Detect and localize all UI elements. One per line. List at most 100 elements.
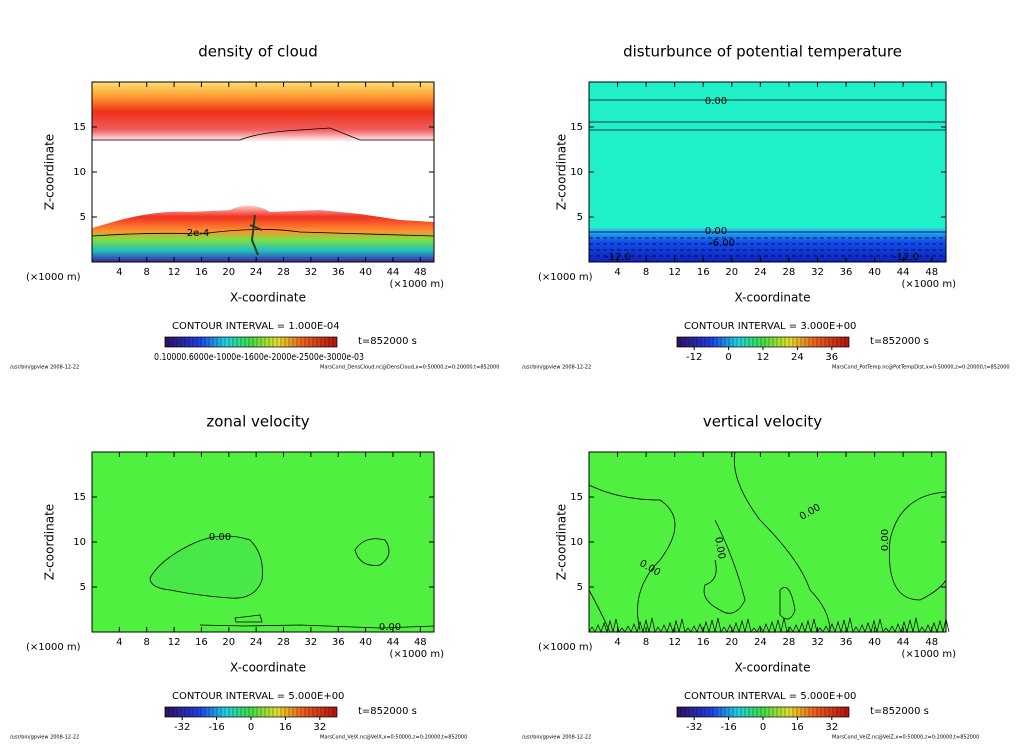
contour-label: 0.00 bbox=[712, 536, 727, 560]
contour-label: -12.0 bbox=[893, 252, 919, 263]
panel-title: vertical velocity bbox=[703, 413, 822, 431]
y-tick-label: 5 bbox=[80, 212, 86, 223]
colorbar-tick-label: -12 bbox=[686, 352, 702, 363]
x-unit: (×1000 m) bbox=[26, 272, 81, 283]
x-tick-label: 36 bbox=[840, 267, 853, 278]
contour-label: -6.00 bbox=[709, 238, 735, 249]
panel-title: density of cloud bbox=[198, 43, 318, 61]
x-tick-label: 12 bbox=[668, 267, 681, 278]
x-unit: (×1000 m) bbox=[26, 642, 81, 653]
y-tick-label: 5 bbox=[577, 582, 583, 593]
contour-label: 0.00 bbox=[379, 622, 401, 633]
y-tick-label: 10 bbox=[73, 167, 86, 178]
y-axis-label: Z-coordinate bbox=[43, 134, 57, 210]
footer-right: MarsCond_VelZ.nc@VelZ,x=0:50000,z=0:2000… bbox=[832, 735, 979, 741]
x-tick-label: 28 bbox=[783, 637, 796, 648]
x-tick-label: 32 bbox=[811, 637, 824, 648]
x-tick-label: 40 bbox=[359, 267, 372, 278]
x-tick-label: 44 bbox=[897, 637, 910, 648]
contour bbox=[91, 229, 435, 237]
x-tick-label: 44 bbox=[897, 267, 910, 278]
x-unit: (×1000 m) bbox=[389, 279, 444, 290]
colorbar-tick-label: -32 bbox=[174, 722, 190, 733]
footer-left: /usr/bin/gpview 2008-12-22 bbox=[522, 735, 591, 741]
x-tick-label: 32 bbox=[305, 637, 318, 648]
x-tick-label: 40 bbox=[868, 267, 881, 278]
colorbar-tick-label: 12 bbox=[757, 352, 770, 363]
field-layer bbox=[589, 452, 946, 632]
x-tick-label: 44 bbox=[387, 637, 400, 648]
contour bbox=[703, 519, 746, 614]
footer-right: MarsCond_VelX.nc@VelX,x=0:50000,z=0:2000… bbox=[320, 735, 467, 741]
footer-left: /usr/bin/gpview 2008-12-22 bbox=[10, 735, 79, 741]
colorbar bbox=[164, 336, 338, 348]
x-tick-label: 40 bbox=[359, 637, 372, 648]
colorbar bbox=[164, 706, 338, 718]
x-tick-label: 4 bbox=[116, 267, 122, 278]
y-axis-label: Z-coordinate bbox=[555, 504, 569, 580]
x-tick-label: 48 bbox=[414, 267, 427, 278]
contour-interval: CONTOUR INTERVAL = 5.000E+00 bbox=[684, 691, 856, 702]
footer-right: MarsCond_DensCloud.nc@DensCloud,x=0:5000… bbox=[320, 365, 499, 371]
colorbar-tick-label: 16 bbox=[279, 722, 292, 733]
colorbar-tick-label: 0 bbox=[760, 722, 766, 733]
y-tick-label: 15 bbox=[73, 122, 86, 133]
colorbar-tick-label: 0 bbox=[725, 352, 731, 363]
contour-interval: CONTOUR INTERVAL = 3.000E+00 bbox=[684, 321, 856, 332]
x-tick-label: 28 bbox=[277, 637, 290, 648]
time-label: t=852000 s bbox=[870, 336, 929, 347]
contour bbox=[588, 484, 676, 631]
x-tick-label: 24 bbox=[250, 637, 263, 648]
x-tick-label: 4 bbox=[614, 267, 620, 278]
x-unit: (×1000 m) bbox=[538, 272, 593, 283]
x-tick-label: 16 bbox=[697, 637, 710, 648]
contour-label: 0.00 bbox=[209, 532, 231, 543]
y-tick-label: 5 bbox=[577, 212, 583, 223]
x-tick-label: 4 bbox=[614, 637, 620, 648]
x-tick-label: 20 bbox=[725, 267, 738, 278]
x-axis-label: X-coordinate bbox=[230, 291, 306, 305]
x-axis-label: X-coordinate bbox=[735, 291, 811, 305]
colorbar bbox=[676, 336, 850, 348]
x-tick-label: 16 bbox=[697, 267, 710, 278]
field-layer bbox=[92, 82, 434, 142]
field-layer bbox=[92, 452, 434, 632]
contour-label: 0.00 bbox=[880, 529, 891, 551]
y-tick-label: 15 bbox=[73, 492, 86, 503]
x-tick-label: 12 bbox=[668, 637, 681, 648]
x-tick-label: 48 bbox=[414, 637, 427, 648]
x-axis-label: X-coordinate bbox=[230, 661, 306, 675]
x-tick-label: 36 bbox=[840, 637, 853, 648]
x-unit: (×1000 m) bbox=[389, 649, 444, 660]
x-unit: (×1000 m) bbox=[901, 279, 956, 290]
x-tick-label: 40 bbox=[868, 637, 881, 648]
contour-label: 0.00 bbox=[705, 226, 727, 237]
y-tick-label: 5 bbox=[80, 582, 86, 593]
contour bbox=[354, 538, 390, 566]
x-tick-label: 20 bbox=[222, 267, 235, 278]
panel-title: zonal velocity bbox=[206, 413, 309, 431]
footer-left: /usr/bin/gpview 2008-12-22 bbox=[522, 365, 591, 371]
colorbar-tick-label: 24 bbox=[791, 352, 804, 363]
contour bbox=[779, 587, 796, 620]
colorbar-tick-label: 32 bbox=[313, 722, 326, 733]
x-tick-label: 8 bbox=[144, 637, 150, 648]
x-tick-label: 12 bbox=[168, 637, 181, 648]
x-tick-label: 48 bbox=[925, 267, 938, 278]
x-tick-label: 48 bbox=[925, 637, 938, 648]
x-tick-label: 8 bbox=[643, 637, 649, 648]
x-tick-label: 4 bbox=[116, 637, 122, 648]
y-tick-label: 15 bbox=[570, 492, 583, 503]
contour bbox=[249, 214, 263, 256]
contour-interval: CONTOUR INTERVAL = 1.000E-04 bbox=[172, 321, 340, 332]
x-unit: (×1000 m) bbox=[901, 649, 956, 660]
colorbar-tick-label: -16 bbox=[720, 722, 736, 733]
x-tick-label: 24 bbox=[754, 267, 767, 278]
x-tick-label: 16 bbox=[195, 637, 208, 648]
colorbar-tick-label: 0 bbox=[248, 722, 254, 733]
footer-right: MarsCond_PotTemp.nc@PotTempDist,x=0:5000… bbox=[832, 365, 1010, 371]
x-tick-label: 32 bbox=[811, 267, 824, 278]
colorbar-tick-label: 16 bbox=[791, 722, 804, 733]
y-axis-label: Z-coordinate bbox=[43, 504, 57, 580]
